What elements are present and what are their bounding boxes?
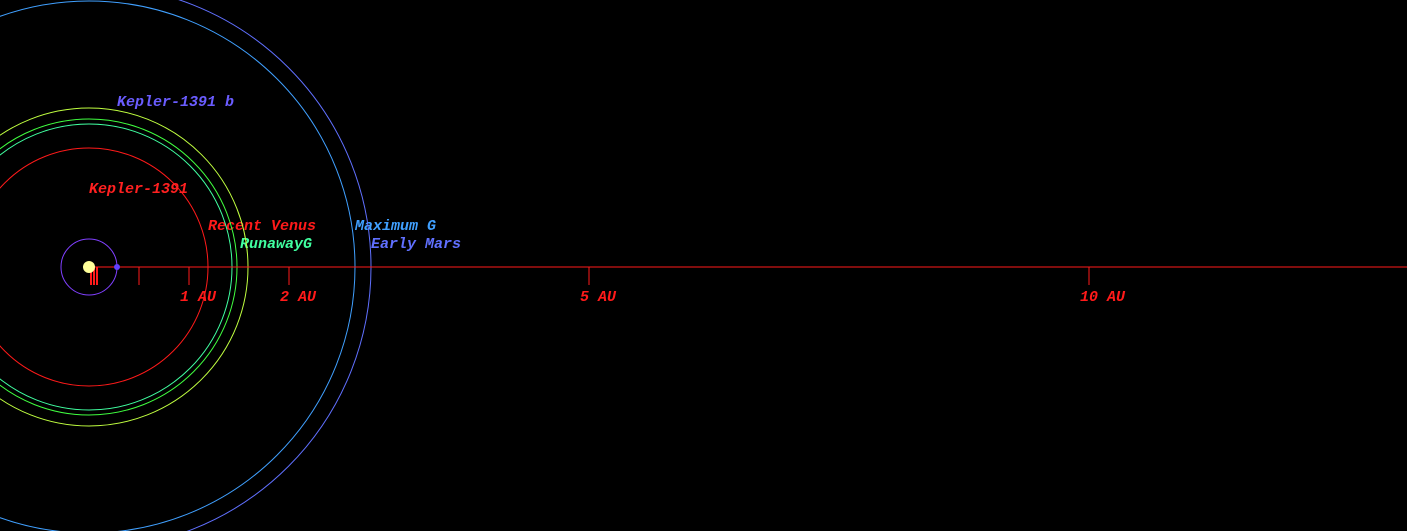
scale-label: 10 AU (1080, 289, 1126, 306)
planet-label: Kepler-1391 b (117, 94, 234, 111)
scale-label: 1 AU (180, 289, 217, 306)
zone-label: RunawayG (240, 236, 312, 253)
scale-label: 5 AU (580, 289, 617, 306)
star-label: Kepler-1391 (89, 181, 188, 198)
zone-label: Recent Venus (208, 218, 316, 235)
zone-label: Maximum G (354, 218, 436, 235)
zone-circle (178, 0, 372, 531)
zone-label: Early Mars (371, 236, 461, 253)
scale-label: 2 AU (280, 289, 317, 306)
star (83, 261, 95, 273)
planet (114, 264, 120, 270)
